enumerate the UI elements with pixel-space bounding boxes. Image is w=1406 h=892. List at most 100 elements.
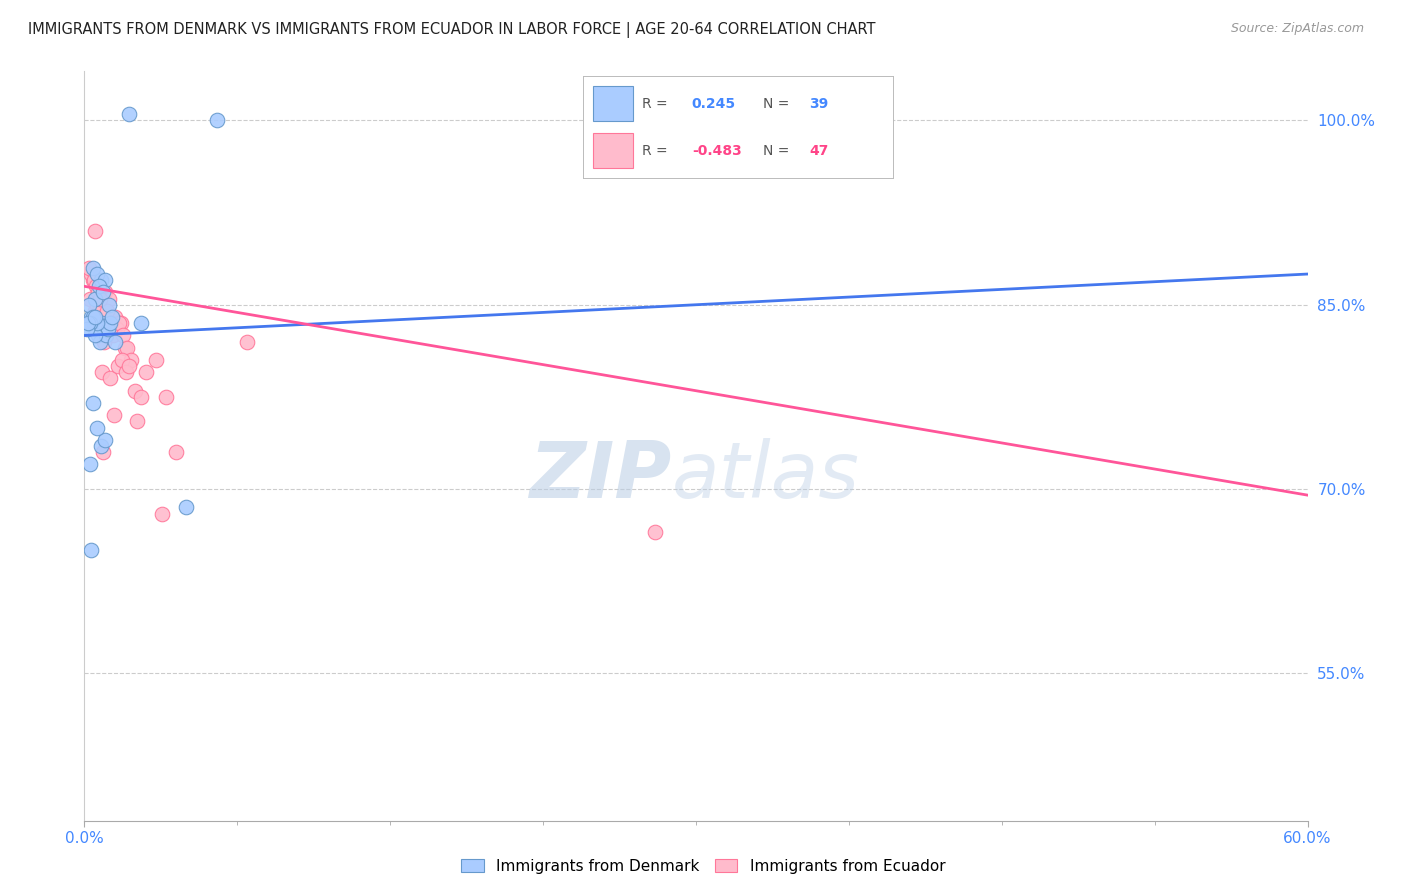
Legend: Immigrants from Denmark, Immigrants from Ecuador: Immigrants from Denmark, Immigrants from… [454, 853, 952, 880]
Point [79, 458, 101, 472]
Text: IMMIGRANTS FROM DENMARK VS IMMIGRANTS FROM ECUADOR IN LABOR FORCE | AGE 20-64 CO: IMMIGRANTS FROM DENMARK VS IMMIGRANTS FR… [28, 22, 876, 38]
Point [115, 365, 138, 379]
Point [111, 353, 134, 368]
Point [83, 224, 105, 238]
Point [79, 292, 101, 306]
Point [82, 396, 104, 410]
Point [82, 273, 104, 287]
Point [93, 273, 115, 287]
Point [114, 341, 136, 355]
Point [93, 334, 115, 349]
Point [80, 310, 103, 324]
Text: 39: 39 [810, 96, 828, 111]
Point [101, 328, 124, 343]
Point [145, 353, 167, 368]
Point [94, 328, 117, 343]
Point [98, 371, 121, 385]
Point [89, 292, 111, 306]
Point [83, 304, 105, 318]
Point [100, 316, 122, 330]
Point [98, 316, 121, 330]
Point [90, 365, 112, 379]
Point [86, 328, 108, 343]
Point [90, 273, 112, 287]
Text: 47: 47 [810, 144, 828, 158]
Text: 0.245: 0.245 [692, 96, 735, 111]
Bar [593, 87, 633, 121]
Point [107, 359, 129, 373]
Point [79, 316, 101, 330]
Point [155, 390, 177, 404]
Point [84, 322, 107, 336]
Point [91, 285, 114, 300]
Text: N =: N = [763, 144, 793, 158]
Point [120, 353, 142, 368]
Point [83, 292, 105, 306]
Text: ZIP: ZIP [529, 438, 672, 514]
Point [91, 445, 114, 459]
Point [150, 507, 173, 521]
Point [83, 316, 105, 330]
Text: Source: ZipAtlas.com: Source: ZipAtlas.com [1230, 22, 1364, 36]
Point [89, 334, 111, 349]
Point [127, 414, 149, 428]
Point [93, 322, 115, 336]
Point [112, 328, 135, 343]
Point [77, 316, 100, 330]
Point [108, 316, 131, 330]
Point [91, 310, 114, 324]
Point [97, 322, 120, 336]
Point [79, 298, 101, 312]
Point [87, 304, 110, 318]
Point [83, 310, 105, 324]
Point [90, 316, 112, 330]
Point [79, 260, 101, 275]
Point [104, 334, 127, 349]
Point [90, 439, 112, 453]
Text: -0.483: -0.483 [692, 144, 741, 158]
Point [165, 445, 187, 459]
Point [236, 334, 259, 349]
Text: N =: N = [763, 96, 793, 111]
Point [97, 292, 120, 306]
Point [93, 433, 115, 447]
Point [82, 310, 104, 324]
Point [104, 310, 127, 324]
Point [205, 113, 228, 128]
Text: R =: R = [643, 144, 672, 158]
Point [118, 359, 141, 373]
Point [644, 524, 666, 539]
Text: R =: R = [643, 96, 672, 111]
Point [131, 316, 153, 330]
Point [86, 316, 108, 330]
Point [135, 365, 157, 379]
Point [86, 420, 108, 434]
Point [76, 322, 98, 336]
Point [86, 285, 108, 300]
Point [115, 341, 138, 355]
Point [131, 390, 153, 404]
Point [80, 267, 103, 281]
Point [87, 279, 110, 293]
Point [83, 328, 105, 343]
Point [110, 316, 132, 330]
Text: atlas: atlas [672, 438, 859, 514]
Point [124, 384, 146, 398]
Point [101, 310, 124, 324]
Point [82, 260, 104, 275]
Point [94, 328, 117, 343]
Point [80, 543, 103, 558]
Point [93, 285, 115, 300]
Point [86, 298, 108, 312]
Point [86, 267, 108, 281]
Point [83, 273, 105, 287]
Point [97, 298, 120, 312]
Bar [593, 133, 633, 168]
Point [174, 500, 197, 515]
Point [105, 322, 128, 336]
Point [118, 107, 141, 121]
Point [84, 279, 107, 293]
Point [103, 409, 125, 423]
Point [96, 304, 118, 318]
Point [90, 322, 112, 336]
